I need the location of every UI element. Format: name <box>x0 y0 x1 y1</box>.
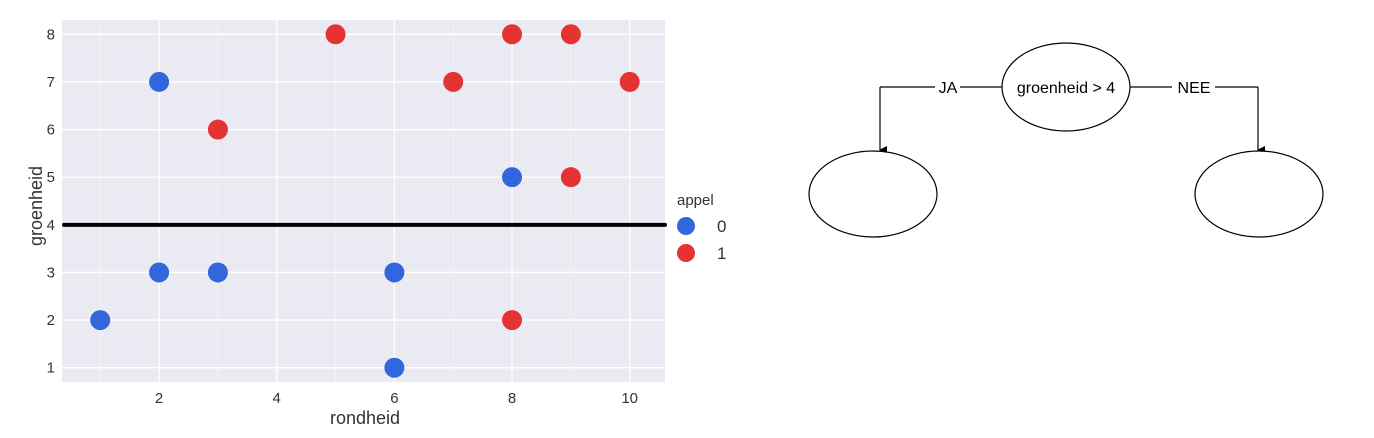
data-point-class-1 <box>619 71 640 92</box>
data-point-class-0 <box>384 262 405 283</box>
legend-marker-1 <box>677 244 695 262</box>
data-point-class-1 <box>502 24 523 45</box>
legend: appel 0 1 <box>677 192 726 263</box>
data-point-class-1 <box>560 24 581 45</box>
root-node <box>1001 42 1131 132</box>
y-tick-label: 4 <box>47 217 55 234</box>
y-tick-label: 6 <box>47 122 55 139</box>
right-edge-label: NEE <box>1178 80 1211 97</box>
x-tick-label: 10 <box>621 390 638 407</box>
plot-area <box>62 20 665 382</box>
x-tick-label: 8 <box>508 390 516 407</box>
data-point-class-0 <box>502 167 523 188</box>
left-edge-label: JA <box>939 80 958 97</box>
y-tick-label: 5 <box>47 169 55 186</box>
data-points <box>90 24 640 378</box>
y-tick-label: 8 <box>47 26 55 43</box>
x-tick-label: 2 <box>155 390 163 407</box>
legend-title: appel <box>677 192 714 209</box>
data-point-class-0 <box>207 262 228 283</box>
data-point-class-1 <box>502 310 523 331</box>
y-tick-label: 2 <box>47 312 55 329</box>
legend-label-1: 1 <box>717 244 726 263</box>
data-point-class-0 <box>90 310 111 331</box>
x-axis-label: rondheid <box>330 408 400 428</box>
x-tick-label: 6 <box>390 390 398 407</box>
data-point-class-1 <box>560 167 581 188</box>
root-node-label: groenheid > 4 <box>1017 80 1115 97</box>
y-tick-label: 3 <box>47 264 55 281</box>
data-point-class-0 <box>149 262 170 283</box>
right-leaf-node <box>1194 150 1324 238</box>
y-axis-label: groenheid <box>26 166 46 246</box>
decision-tree: JA NEE groenheid > 4 <box>808 42 1324 238</box>
data-point-class-0 <box>384 357 405 378</box>
x-tick-labels: 2 4 6 8 10 <box>155 390 638 407</box>
legend-marker-0 <box>677 217 695 235</box>
data-point-class-1 <box>325 24 346 45</box>
left-leaf-node <box>808 150 938 238</box>
data-point-class-0 <box>149 71 170 92</box>
data-point-class-1 <box>443 71 464 92</box>
legend-label-0: 0 <box>717 217 726 236</box>
x-tick-label: 4 <box>273 390 281 407</box>
y-tick-labels: 1 2 3 4 5 6 7 8 <box>47 26 55 376</box>
y-tick-label: 1 <box>47 360 55 377</box>
y-tick-label: 7 <box>47 74 55 91</box>
data-point-class-1 <box>207 119 228 140</box>
